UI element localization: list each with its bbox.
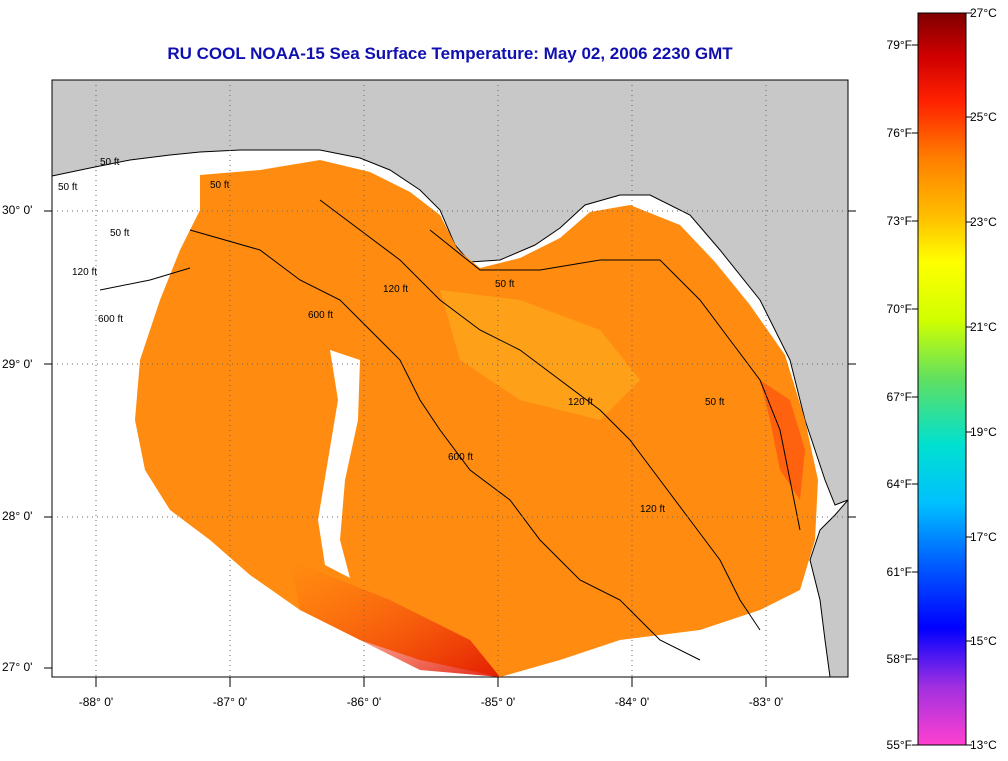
- contour-label: 50 ft: [110, 228, 130, 239]
- map-title: RU COOL NOAA-15 Sea Surface Temperature:…: [167, 44, 733, 63]
- colorbar-f-label: 79°F: [886, 38, 912, 52]
- colorbar-c-label: 23°C: [970, 215, 997, 229]
- contour-label: 50 ft: [495, 279, 515, 290]
- contour-label: 600 ft: [98, 314, 123, 325]
- contour-label: 120 ft: [568, 397, 593, 408]
- land-bottom: [809, 498, 849, 678]
- colorbar-f-label: 58°F: [886, 652, 912, 666]
- contour-label: 50 ft: [100, 157, 120, 168]
- contour-label: 120 ft: [383, 284, 408, 295]
- sst-yellow-patch: [440, 290, 640, 420]
- colorbar-f-label: 76°F: [886, 126, 912, 140]
- lon-label: -86° 0': [346, 695, 382, 709]
- frame-ticks: [44, 210, 856, 687]
- colorbar-ticks: [912, 12, 972, 746]
- colorbar-c-label: 25°C: [970, 110, 997, 124]
- colorbar-f-label: 67°F: [886, 390, 912, 404]
- lon-label: -83° 0': [748, 695, 784, 709]
- contours: [99, 199, 801, 661]
- colorbar-c-label: 13°C: [970, 738, 997, 752]
- colorbar-f-label: 73°F: [886, 214, 912, 228]
- contour-label: 600 ft: [308, 310, 333, 321]
- lon-label: -87° 0': [212, 695, 248, 709]
- colorbar-f-label: 70°F: [886, 302, 912, 316]
- colorbar-c-label: 27°C: [970, 6, 997, 20]
- colorbar-f-label: 64°F: [886, 477, 912, 491]
- lat-label: 28° 0': [2, 509, 33, 523]
- contour-label: 120 ft: [640, 504, 665, 515]
- cloud-gap: [318, 350, 360, 578]
- contour-label: 50 ft: [210, 180, 230, 191]
- colorbar-f-label: 55°F: [886, 738, 912, 752]
- colorbar: [917, 12, 967, 746]
- colorbar-c-label: 19°C: [970, 425, 997, 439]
- colorbar-c-label: 21°C: [970, 320, 997, 334]
- lat-label: 30° 0': [2, 203, 33, 217]
- contour-label: 50 ft: [58, 182, 78, 193]
- colorbar-c-label: 15°C: [970, 634, 997, 648]
- colorbar-f-label: 61°F: [886, 565, 912, 579]
- lat-label: 27° 0': [2, 660, 33, 674]
- sst-field: [135, 160, 818, 677]
- lon-label: -85° 0': [480, 695, 516, 709]
- contour-label: 120 ft: [72, 267, 97, 278]
- contour-label: 600 ft: [448, 452, 473, 463]
- colorbar-c-label: 17°C: [970, 530, 997, 544]
- sst-warm-band: [290, 560, 500, 677]
- lon-label: -84° 0': [614, 695, 650, 709]
- lat-label: 29° 0': [2, 357, 33, 371]
- lon-label: -88° 0': [78, 695, 114, 709]
- contour-label: 50 ft: [705, 397, 725, 408]
